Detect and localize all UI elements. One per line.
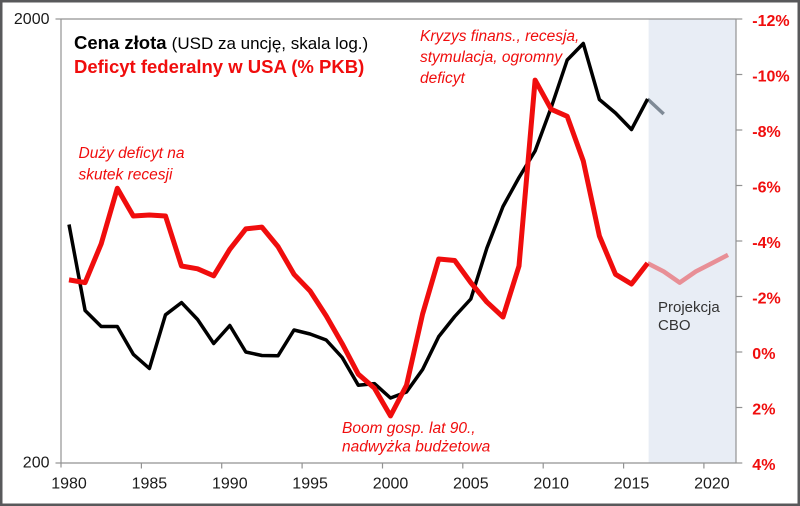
svg-text:200: 200: [23, 455, 50, 472]
svg-text:-6%: -6%: [752, 179, 780, 196]
svg-text:2000: 2000: [373, 476, 409, 493]
svg-text:-4%: -4%: [752, 235, 780, 252]
svg-text:Duży deficyt na: Duży deficyt na: [79, 145, 185, 162]
svg-text:1995: 1995: [292, 476, 328, 493]
svg-text:2015: 2015: [614, 476, 650, 493]
svg-text:skutek recesji: skutek recesji: [79, 167, 173, 184]
svg-text:Cena złota (USD za uncję, skal: Cena złota (USD za uncję, skala log.): [74, 32, 368, 53]
svg-text:nadwyżka budżetowa: nadwyżka budżetowa: [342, 439, 491, 456]
svg-text:CBO: CBO: [658, 317, 691, 334]
svg-text:0%: 0%: [752, 346, 775, 363]
svg-text:-12%: -12%: [752, 13, 789, 30]
svg-text:-10%: -10%: [752, 68, 789, 85]
svg-text:-8%: -8%: [752, 124, 780, 141]
svg-text:Projekcja: Projekcja: [658, 299, 720, 316]
svg-text:2020: 2020: [694, 476, 730, 493]
svg-text:1980: 1980: [51, 476, 87, 493]
svg-text:Deficyt federalny w USA (% PKB: Deficyt federalny w USA (% PKB): [74, 56, 364, 77]
svg-text:1985: 1985: [132, 476, 168, 493]
svg-text:Boom gosp. lat 90.,: Boom gosp. lat 90.,: [342, 420, 476, 437]
svg-text:stymulacja, ogromny: stymulacja, ogromny: [420, 49, 563, 66]
svg-text:4%: 4%: [752, 457, 775, 474]
svg-text:deficyt: deficyt: [420, 70, 465, 87]
svg-text:-2%: -2%: [752, 290, 780, 307]
svg-text:2000: 2000: [14, 11, 50, 28]
svg-text:1990: 1990: [212, 476, 248, 493]
svg-text:Kryzys finans., recesja,: Kryzys finans., recesja,: [420, 28, 579, 45]
svg-text:2010: 2010: [533, 476, 569, 493]
svg-text:2005: 2005: [453, 476, 489, 493]
svg-text:2%: 2%: [752, 401, 775, 418]
